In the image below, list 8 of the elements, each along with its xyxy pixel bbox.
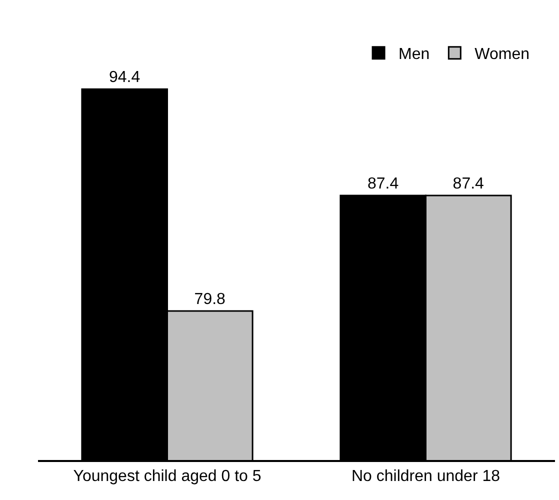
data-label: 94.4 [108, 69, 140, 86]
data-label: 87.4 [452, 176, 484, 193]
x-tick-label: Youngest child aged 0 to 5 [73, 468, 262, 485]
x-tick-label: No children under 18 [351, 468, 500, 485]
legend-label: Men [398, 46, 430, 64]
data-label: 79.8 [194, 291, 226, 308]
data-label: 87.4 [367, 176, 399, 193]
legend-label: Women [474, 46, 530, 64]
